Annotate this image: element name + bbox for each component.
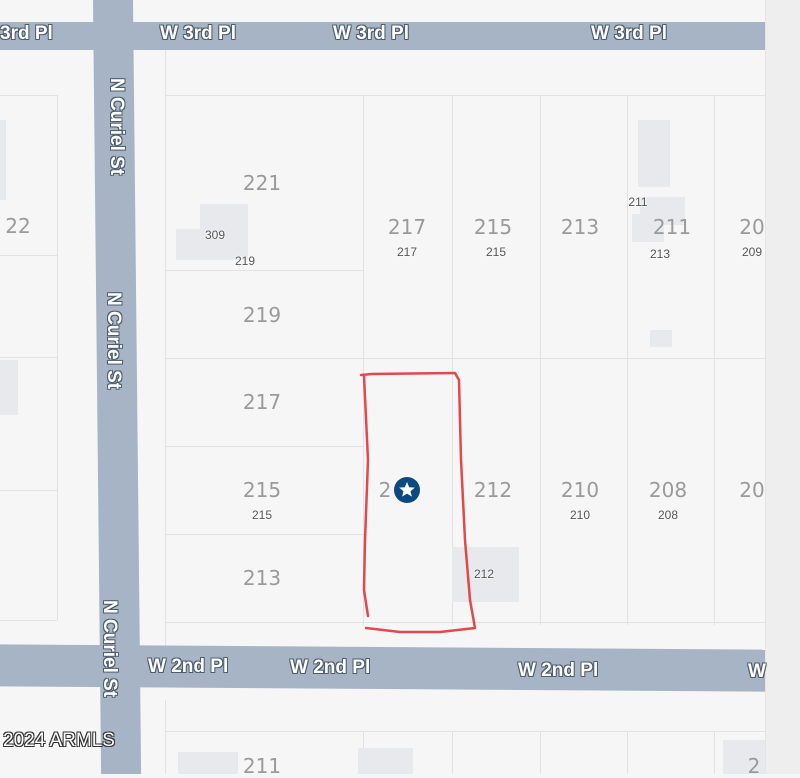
address-label: 215 bbox=[251, 508, 273, 522]
street-label-w-2nd-pl: W 2nd Pl bbox=[518, 660, 599, 681]
lot-number: 20 bbox=[739, 215, 765, 239]
address-label: 212 bbox=[473, 567, 495, 581]
copyright-notice: 2024 ARMLS bbox=[3, 730, 115, 751]
lot-number: 210 bbox=[560, 478, 600, 502]
lot-number: 208 bbox=[648, 478, 688, 502]
address-label: 217 bbox=[396, 245, 418, 259]
address-label: 211 bbox=[628, 195, 648, 209]
street-label-w-2nd-pl: W bbox=[748, 661, 766, 682]
street-label-w-3rd-pl: W 3rd Pl bbox=[591, 23, 668, 44]
lot-number: 20 bbox=[739, 478, 765, 502]
lot-number: 211 bbox=[652, 215, 692, 239]
address-label: 215 bbox=[485, 245, 507, 259]
address-label: 209 bbox=[741, 245, 763, 259]
street-label-w-3rd-pl: W 3rd Pl bbox=[333, 23, 410, 44]
lot-number: 215 bbox=[242, 478, 282, 502]
lot-number: 213 bbox=[560, 215, 600, 239]
lot-number: 217 bbox=[387, 215, 427, 239]
lot-number: 219 bbox=[242, 303, 282, 327]
map-edge-strip bbox=[765, 0, 800, 774]
address-label: 213 bbox=[649, 247, 671, 261]
lot-number: 22 bbox=[5, 214, 31, 238]
street-label-w-3rd-pl: W 3rd Pl bbox=[160, 23, 237, 44]
lot-number: 213 bbox=[242, 566, 282, 590]
street-label-w-3rd-pl: 3rd Pl bbox=[0, 23, 53, 44]
street-label-w-2nd-pl: W 2nd Pl bbox=[148, 656, 229, 677]
lot-number: 2 bbox=[378, 478, 392, 502]
address-label: 219 bbox=[234, 254, 256, 268]
star-pin-icon[interactable] bbox=[393, 476, 421, 504]
street-label-w-2nd-pl: W 2nd Pl bbox=[290, 657, 371, 678]
lot-number: 212 bbox=[473, 478, 513, 502]
lot-number: 221 bbox=[242, 171, 282, 195]
address-label: 208 bbox=[657, 508, 679, 522]
lot-number: 217 bbox=[242, 390, 282, 414]
address-label: 309 bbox=[204, 228, 226, 242]
lot-number: 2 bbox=[747, 754, 761, 778]
lot-number: 215 bbox=[473, 215, 513, 239]
address-label: 210 bbox=[569, 508, 591, 522]
